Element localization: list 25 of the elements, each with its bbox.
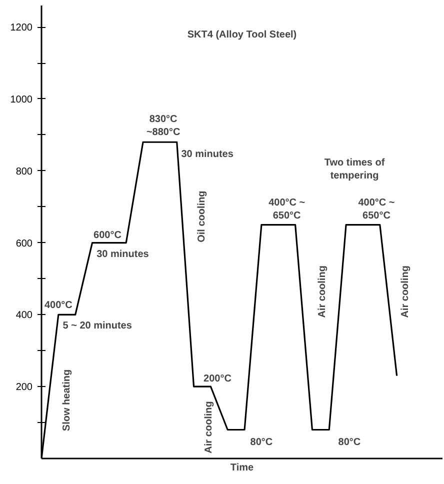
annotation: 830°C ~880°C [146, 114, 180, 138]
annotation: Two times of tempering [324, 157, 386, 182]
y-tick-label: 1200 [10, 22, 33, 34]
annotation: 5 ~ 20 minutes [62, 320, 132, 332]
x-axis-title: Time [230, 462, 254, 474]
annotation: Oil cooling [196, 190, 208, 242]
y-tick-label: 200 [16, 382, 33, 394]
annotation: 400°C ~ 650°C [358, 197, 395, 222]
annotation: 30 minutes [96, 249, 150, 260]
text: SKT4 (Alloy Tool Steel) [187, 29, 297, 40]
annotation: 400°C [44, 300, 72, 312]
annotation: 30 minutes [181, 148, 234, 160]
annotation: 200°C [204, 374, 232, 385]
annotation: Air cooling [204, 401, 215, 454]
annotation: 600°C [94, 230, 122, 242]
annotation: Slow heating [61, 369, 72, 432]
y-tick-label: 1000 [10, 94, 33, 106]
y-tick-label: 600 [16, 238, 33, 250]
annotation: Air cooling [400, 266, 411, 318]
annotation: Air cooling [316, 266, 328, 318]
annotation: 400°C ~ 650°C [268, 197, 306, 222]
y-tick-label: 400 [16, 310, 33, 322]
annotation: 80°C [250, 436, 273, 448]
annotation: 80°C [338, 436, 361, 448]
y-tick-label: 800 [16, 166, 33, 178]
